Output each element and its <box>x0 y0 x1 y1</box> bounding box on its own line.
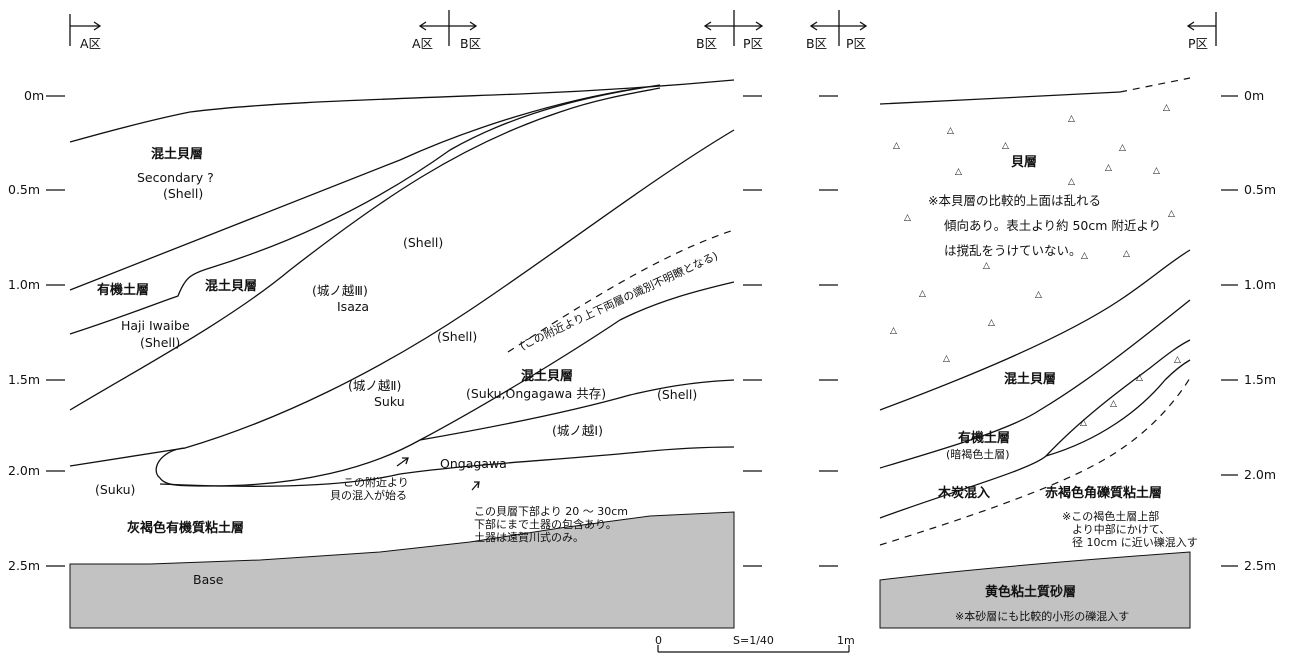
gravel-marks: △ △ △ △ △ △ △ △ △ △ △ △ △ △ △ △ △ △ △ △ △ △ △ △ <box>890 103 1181 428</box>
depth-right-5: 2.5m <box>1244 558 1276 573</box>
depth-left-5: 2.5m <box>8 558 40 573</box>
marker-a-left: A区 <box>80 36 101 51</box>
svg-text:△: △ <box>1110 399 1117 409</box>
lbl-mixed-shell-top: 混土貝層 <box>151 146 203 162</box>
lbl-base: Base <box>193 572 224 587</box>
depth-left-1: 0.5m <box>8 182 40 197</box>
depth-scale-right: 0m 0.5m 1.0m 1.5m 2.0m 2.5m <box>1221 88 1276 573</box>
right-section: △ △ △ △ △ △ △ △ △ △ △ △ △ △ △ △ △ △ △ △ △ △ △ △ 貝層 ※… <box>879 77 1198 629</box>
lbl-organic: 有機土層 <box>97 282 149 298</box>
lbl-isaza: Isaza <box>337 299 369 314</box>
lbl-gravel-note-3: 径 10cm に近い礫混入す <box>1072 535 1198 549</box>
lbl-ongagawa: Ongagawa <box>440 456 507 471</box>
lbl-shell-3: (Shell) <box>403 235 443 250</box>
svg-text:△: △ <box>955 167 962 177</box>
svg-text:△: △ <box>1153 166 1160 176</box>
lbl-shell-layer: 貝層 <box>1011 155 1037 170</box>
lbl-indistinct-note: (この附近より上下両層の識別不明瞭となる) <box>517 248 720 352</box>
svg-text:△: △ <box>1123 249 1130 259</box>
depth-right-0: 0m <box>1244 88 1264 103</box>
lbl-yellow-sand: 黄色粘土質砂層 <box>985 584 1076 600</box>
scale-ratio: S=1/40 <box>733 634 774 647</box>
svg-text:△: △ <box>947 126 954 136</box>
lbl-pottery-note-1: この貝層下部より 20 ～ 30cm <box>474 504 628 518</box>
lbl-note-3: は撹乱をうけていない。 <box>944 243 1082 258</box>
depth-right-2: 1.0m <box>1244 277 1276 292</box>
marker-b-right2: B区 <box>806 36 827 51</box>
section-markers <box>69 10 1217 46</box>
svg-text:△: △ <box>1035 290 1042 300</box>
lbl-shell-4: (Shell) <box>437 329 477 344</box>
lbl-sand-note: ※本砂層にも比較的小形の礫混入す <box>955 609 1129 623</box>
lbl-suku-paren: (Suku) <box>95 482 135 497</box>
svg-text:△: △ <box>988 318 995 328</box>
lbl-shell-mixing-2: 貝の混入が始る <box>330 488 407 502</box>
svg-text:△: △ <box>1068 177 1075 187</box>
lbl-jonokoshi-3: (城ノ越Ⅲ) <box>312 283 368 298</box>
gap-ticks <box>743 95 838 567</box>
lbl-gravel-note-1: ※この褐色土層上部 <box>1062 509 1159 523</box>
depth-left-3: 1.5m <box>8 372 40 387</box>
depth-left-0: 0m <box>24 88 44 103</box>
lbl-jonokoshi-1: (城ノ越Ⅰ) <box>552 423 603 438</box>
base-layer-fill <box>69 511 735 629</box>
lbl-haji-iwaibe: Haji Iwaibe <box>121 318 190 333</box>
marker-p-far: P区 <box>1188 36 1208 51</box>
lbl-dark-brown: (暗褐色土層) <box>946 447 1010 461</box>
scale-zero: 0 <box>655 634 662 647</box>
lbl-shell-1: (Shell) <box>163 186 203 201</box>
lbl-note-2: 傾向あり。表土より約 50cm 附近より <box>944 218 1161 233</box>
depth-right-1: 0.5m <box>1244 182 1276 197</box>
lbl-coexist: (Suku,Ongagawa 共存) <box>466 386 606 401</box>
depth-left-4: 2.0m <box>8 463 40 478</box>
depth-scale-left: 0m 0.5m 1.0m 1.5m 2.0m 2.5m <box>8 88 65 573</box>
depth-right-4: 2.0m <box>1244 467 1276 482</box>
lbl-pottery-note-3: 土器は遠賀川式のみ。 <box>474 531 584 544</box>
lbl-shell-mixing-1: この附近より <box>343 475 409 489</box>
svg-text:△: △ <box>1174 355 1181 365</box>
svg-text:△: △ <box>943 354 950 364</box>
svg-text:△: △ <box>904 213 911 223</box>
scale-bar: 0 S=1/40 1m <box>655 634 855 653</box>
lbl-charcoal: 木炭混入 <box>937 485 990 501</box>
svg-text:△: △ <box>1081 251 1088 261</box>
svg-text:△: △ <box>1105 163 1112 173</box>
lbl-suku: Suku <box>374 394 405 409</box>
svg-text:△: △ <box>1002 141 1009 151</box>
marker-p-right2: P区 <box>846 36 866 51</box>
marker-p-right1: P区 <box>743 36 763 51</box>
lbl-shell-2: (Shell) <box>140 335 180 350</box>
svg-text:△: △ <box>890 326 897 336</box>
lbl-gravel-note-2: より中部にかけて、 <box>1072 522 1170 536</box>
svg-text:△: △ <box>1068 114 1075 124</box>
lbl-mixed-shell-r: 混土貝層 <box>1004 371 1056 387</box>
marker-b-mid: B区 <box>460 36 481 51</box>
svg-text:△: △ <box>893 141 900 151</box>
svg-text:△: △ <box>1119 143 1126 153</box>
svg-text:△: △ <box>1136 373 1143 383</box>
lbl-secondary: Secondary ? <box>137 170 214 185</box>
left-section: 混土貝層 Secondary ? (Shell) 有機土層 混土貝層 Haji … <box>69 79 735 629</box>
svg-text:△: △ <box>1080 418 1087 428</box>
lbl-red-brown-clay: 赤褐色角礫質粘土層 <box>1045 485 1162 501</box>
marker-b-right1: B区 <box>696 36 717 51</box>
svg-text:△: △ <box>1168 209 1175 219</box>
lbl-pottery-note-2: 下部にまで土器の包含あり。 <box>474 517 617 531</box>
lbl-jonokoshi-2: (城ノ越Ⅱ) <box>348 378 401 393</box>
scale-one-m: 1m <box>837 634 855 647</box>
lbl-mixed-shell-2: 混土貝層 <box>205 278 257 294</box>
depth-right-3: 1.5m <box>1244 372 1276 387</box>
lbl-shell-5: (Shell) <box>657 387 697 402</box>
svg-text:△: △ <box>919 289 926 299</box>
svg-text:△: △ <box>1163 103 1170 113</box>
sand-layer-fill <box>879 551 1191 629</box>
lbl-note-1: ※本貝層の比較的上面は乱れる <box>928 193 1101 208</box>
svg-text:△: △ <box>983 261 990 271</box>
lbl-organic-r: 有機土層 <box>958 430 1010 446</box>
depth-left-2: 1.0m <box>8 277 40 292</box>
marker-a-mid: A区 <box>412 36 433 51</box>
lbl-mixed-shell-3: 混土貝層 <box>521 368 573 384</box>
lbl-gray-clay: 灰褐色有機質粘土層 <box>127 520 244 536</box>
